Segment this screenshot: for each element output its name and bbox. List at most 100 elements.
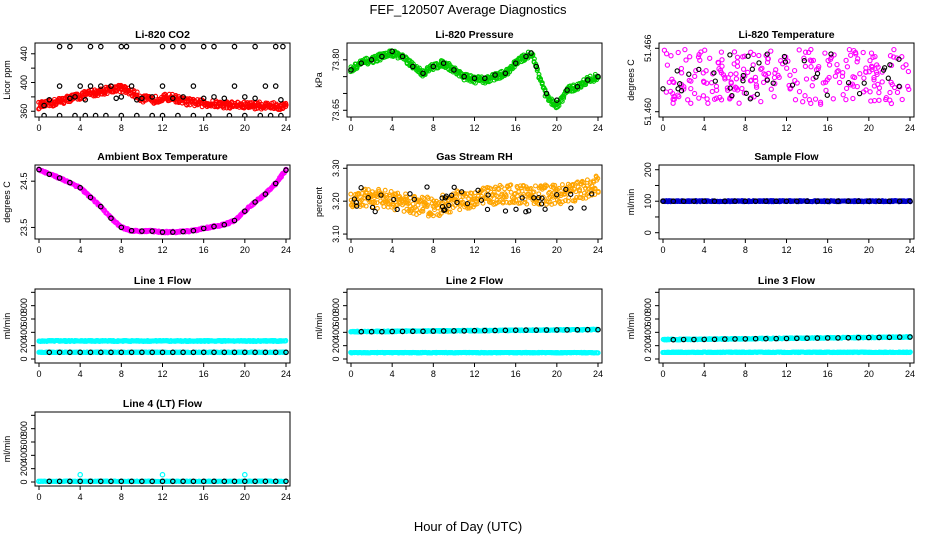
data-point <box>46 97 53 103</box>
y-tick-label: 0 <box>643 230 653 235</box>
data-point <box>521 183 526 189</box>
y-tick-label: 200 <box>643 162 653 177</box>
data-point <box>506 186 512 192</box>
data-point <box>857 71 863 77</box>
data-point <box>519 195 525 201</box>
data-point <box>448 192 455 198</box>
series-black <box>36 166 289 235</box>
data-point <box>170 43 176 50</box>
data-point <box>442 206 448 213</box>
data-point <box>789 82 796 88</box>
data-point <box>508 182 514 188</box>
x-tick-label: 0 <box>36 245 41 255</box>
data-point <box>681 84 687 90</box>
data-point <box>785 58 791 64</box>
data-point <box>876 198 882 205</box>
data-point <box>200 225 207 232</box>
data-point <box>736 100 742 106</box>
data-point <box>896 83 902 89</box>
data-point <box>824 198 831 205</box>
data-point <box>584 77 591 83</box>
y-tick-label: 360 <box>19 104 29 119</box>
x-tick-label: 16 <box>199 245 209 255</box>
data-point <box>876 89 882 96</box>
data-point <box>728 79 734 85</box>
data-point <box>871 83 878 89</box>
data-point <box>581 180 587 186</box>
data-point <box>664 62 671 68</box>
data-point <box>745 53 751 59</box>
data-point <box>200 349 207 356</box>
data-point <box>358 60 365 67</box>
data-point <box>435 205 441 211</box>
series-black <box>41 83 284 109</box>
data-point <box>363 203 369 209</box>
data-point <box>41 112 47 117</box>
data-point <box>200 95 207 102</box>
data-point <box>783 198 790 205</box>
data-point <box>840 92 846 98</box>
data-point <box>278 97 284 103</box>
data-point <box>407 191 413 197</box>
y-axis-label: ml/min <box>626 189 636 216</box>
data-point <box>190 349 197 356</box>
data-point <box>807 57 813 63</box>
data-point <box>67 349 73 356</box>
data-point <box>668 53 674 59</box>
data-point <box>539 81 545 86</box>
data-point <box>242 349 248 356</box>
data-point <box>550 194 556 200</box>
data-point <box>814 198 821 205</box>
data-point <box>752 198 759 205</box>
data-point <box>242 94 248 100</box>
x-tick-label: 20 <box>240 245 250 255</box>
data-point <box>680 198 687 205</box>
data-point <box>758 98 764 105</box>
x-tick-label: 0 <box>660 123 665 133</box>
data-point <box>580 195 586 201</box>
data-point <box>159 43 166 50</box>
data-point <box>149 349 156 356</box>
data-point <box>108 83 114 89</box>
data-point <box>885 75 891 81</box>
data-point <box>817 101 824 107</box>
data-point <box>440 60 447 67</box>
data-layer <box>36 43 289 117</box>
data-point <box>430 63 437 70</box>
panel-title: Ambient Box Temperature <box>97 151 228 163</box>
data-point <box>792 97 799 103</box>
data-point <box>190 112 197 117</box>
data-point <box>538 201 545 207</box>
panel-title: Gas Stream RH <box>436 151 512 163</box>
x-tick-label: 24 <box>281 369 291 379</box>
data-point <box>826 62 833 68</box>
data-point <box>439 195 445 201</box>
x-tick-label: 8 <box>743 123 748 133</box>
data-point <box>526 208 532 214</box>
data-point <box>801 58 807 64</box>
data-point <box>556 185 562 191</box>
data-point <box>451 184 457 190</box>
data-point <box>660 86 666 92</box>
data-point <box>850 95 856 102</box>
data-point <box>764 77 770 83</box>
data-point <box>729 92 735 99</box>
data-point <box>67 43 73 50</box>
data-point <box>562 198 568 204</box>
data-point <box>267 112 274 117</box>
data-point <box>894 89 901 96</box>
data-point <box>512 60 519 67</box>
data-point <box>705 100 711 106</box>
data-point <box>843 57 849 64</box>
data-point <box>372 200 378 205</box>
data-point <box>740 78 746 84</box>
x-tick-label: 0 <box>348 123 353 133</box>
data-point <box>82 97 89 103</box>
data-point <box>446 209 452 215</box>
x-tick-label: 12 <box>469 245 479 255</box>
data-point <box>851 74 858 81</box>
data-point <box>671 96 677 102</box>
data-point <box>678 70 685 76</box>
y-tick-label: 3.10 <box>331 225 341 243</box>
data-point <box>523 209 529 215</box>
